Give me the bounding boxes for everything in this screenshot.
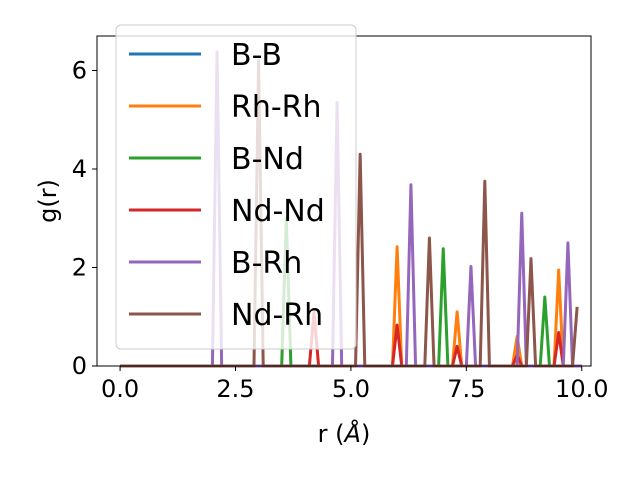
- x-axis-label-text: r (: [318, 420, 345, 448]
- x-axis-label: r (Å): [318, 419, 371, 448]
- y-axis-label: g(r): [34, 179, 62, 223]
- x-tick-label: 7.5: [447, 375, 485, 403]
- x-tick-label: 2.5: [216, 375, 254, 403]
- legend-label-b-b: B-B: [231, 38, 282, 73]
- y-tick-label: 2: [72, 253, 87, 281]
- y-tick-label: 0: [72, 352, 87, 380]
- x-tick-label: 0.0: [101, 375, 139, 403]
- x-axis-label-close: ): [361, 420, 370, 448]
- legend-label-b-rh: B-Rh: [231, 246, 302, 281]
- x-tick-label: 10.0: [555, 375, 608, 403]
- legend: B-B Rh-Rh B-Nd Nd-Nd B-Rh Nd-Rh: [115, 24, 357, 350]
- y-tick-label: 6: [72, 56, 87, 84]
- x-axis-label-unit: Å: [343, 419, 361, 448]
- ticks-layer: 0.0 2.5 5.0 7.5 10.0 0 2 4 6: [72, 56, 609, 403]
- legend-label-nd-nd: Nd-Nd: [231, 194, 325, 229]
- legend-label-b-nd: B-Nd: [231, 142, 304, 177]
- legend-label-rh-rh: Rh-Rh: [231, 90, 322, 125]
- legend-label-nd-rh: Nd-Rh: [231, 298, 323, 333]
- x-tick-label: 5.0: [332, 375, 370, 403]
- y-tick-label: 4: [72, 155, 87, 183]
